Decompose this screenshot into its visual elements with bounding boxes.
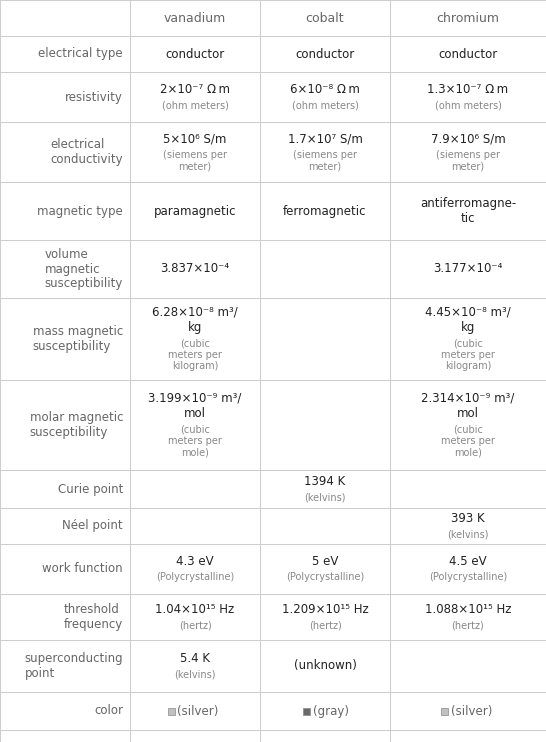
Text: (kelvins): (kelvins) — [174, 669, 216, 680]
Text: (siemens per
meter): (siemens per meter) — [163, 150, 227, 171]
Text: color: color — [94, 704, 123, 718]
Text: (gray): (gray) — [313, 704, 349, 718]
Text: 3.837×10⁻⁴: 3.837×10⁻⁴ — [161, 263, 229, 275]
Text: 4.3 eV: 4.3 eV — [176, 556, 214, 568]
Text: 5×10⁶ S/m: 5×10⁶ S/m — [163, 132, 227, 145]
Text: (cubic
meters per
kilogram): (cubic meters per kilogram) — [168, 338, 222, 371]
Text: (hertz): (hertz) — [452, 620, 484, 631]
Text: 1.04×10¹⁵ Hz: 1.04×10¹⁵ Hz — [156, 603, 235, 617]
Text: threshold
frequency: threshold frequency — [64, 603, 123, 631]
Text: cobalt: cobalt — [306, 11, 345, 24]
Text: 3.177×10⁻⁴: 3.177×10⁻⁴ — [434, 263, 503, 275]
Text: conductor: conductor — [295, 47, 354, 61]
Text: electrical type: electrical type — [38, 47, 123, 61]
Text: work function: work function — [43, 562, 123, 576]
Text: 6.28×10⁻⁸ m³/
kg: 6.28×10⁻⁸ m³/ kg — [152, 306, 238, 334]
Text: 7.9×10⁶ S/m: 7.9×10⁶ S/m — [431, 132, 506, 145]
Text: (Polycrystalline): (Polycrystalline) — [156, 572, 234, 582]
Text: (kelvins): (kelvins) — [447, 529, 489, 539]
Text: volume
magnetic
susceptibility: volume magnetic susceptibility — [45, 248, 123, 291]
Text: (ohm meters): (ohm meters) — [292, 100, 358, 111]
Text: (ohm meters): (ohm meters) — [435, 100, 501, 111]
Text: Néel point: Néel point — [62, 519, 123, 533]
Text: 1.088×10¹⁵ Hz: 1.088×10¹⁵ Hz — [425, 603, 511, 617]
Text: 3.199×10⁻⁹ m³/
mol: 3.199×10⁻⁹ m³/ mol — [149, 392, 242, 420]
Text: 5.4 K: 5.4 K — [180, 652, 210, 666]
Text: 5 eV: 5 eV — [312, 556, 338, 568]
Bar — [303, 708, 310, 715]
Bar — [168, 708, 175, 715]
Text: (ohm meters): (ohm meters) — [162, 100, 228, 111]
Text: (unknown): (unknown) — [294, 660, 357, 672]
Text: (siemens per
meter): (siemens per meter) — [293, 150, 357, 171]
Text: 6×10⁻⁸ Ω m: 6×10⁻⁸ Ω m — [290, 83, 360, 96]
Text: 1.209×10¹⁵ Hz: 1.209×10¹⁵ Hz — [282, 603, 369, 617]
Text: resistivity: resistivity — [65, 91, 123, 103]
Text: (Polycrystalline): (Polycrystalline) — [286, 572, 364, 582]
Text: conductor: conductor — [165, 47, 224, 61]
Text: (Polycrystalline): (Polycrystalline) — [429, 572, 507, 582]
Text: chromium: chromium — [436, 11, 500, 24]
Text: electrical
conductivity: electrical conductivity — [50, 138, 123, 166]
Text: (cubic
meters per
mole): (cubic meters per mole) — [441, 424, 495, 457]
Text: magnetic type: magnetic type — [37, 205, 123, 217]
Text: molar magnetic
susceptibility: molar magnetic susceptibility — [29, 411, 123, 439]
Text: (siemens per
meter): (siemens per meter) — [436, 150, 500, 171]
Text: (hertz): (hertz) — [179, 620, 211, 631]
Text: 2×10⁻⁷ Ω m: 2×10⁻⁷ Ω m — [160, 83, 230, 96]
Text: 1.7×10⁷ S/m: 1.7×10⁷ S/m — [288, 132, 363, 145]
Text: Curie point: Curie point — [58, 482, 123, 496]
Text: antiferromagne-
tic: antiferromagne- tic — [420, 197, 516, 225]
Text: (cubic
meters per
kilogram): (cubic meters per kilogram) — [441, 338, 495, 371]
Text: (hertz): (hertz) — [308, 620, 341, 631]
Bar — [441, 708, 448, 715]
Text: 1394 K: 1394 K — [304, 476, 346, 488]
Text: (silver): (silver) — [450, 704, 492, 718]
Text: 4.45×10⁻⁸ m³/
kg: 4.45×10⁻⁸ m³/ kg — [425, 306, 511, 334]
Text: ferromagnetic: ferromagnetic — [283, 205, 367, 217]
Text: conductor: conductor — [438, 47, 497, 61]
Text: (cubic
meters per
mole): (cubic meters per mole) — [168, 424, 222, 457]
Text: 1.3×10⁻⁷ Ω m: 1.3×10⁻⁷ Ω m — [428, 83, 508, 96]
Text: vanadium: vanadium — [164, 11, 226, 24]
Text: 2.314×10⁻⁹ m³/
mol: 2.314×10⁻⁹ m³/ mol — [422, 392, 515, 420]
Text: (kelvins): (kelvins) — [304, 493, 346, 502]
Text: paramagnetic: paramagnetic — [154, 205, 236, 217]
Text: (silver): (silver) — [177, 704, 219, 718]
Text: superconducting
point: superconducting point — [25, 652, 123, 680]
Text: 393 K: 393 K — [451, 513, 485, 525]
Text: mass magnetic
susceptibility: mass magnetic susceptibility — [33, 325, 123, 353]
Text: 4.5 eV: 4.5 eV — [449, 556, 487, 568]
